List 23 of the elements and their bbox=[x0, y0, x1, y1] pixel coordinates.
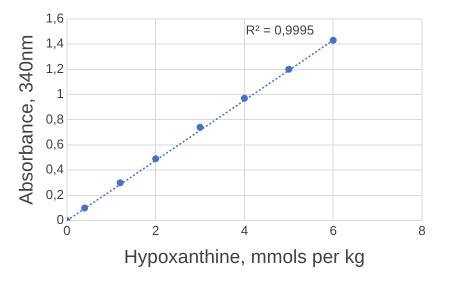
y-tick-label: 0,6 bbox=[46, 136, 64, 152]
x-tick-label: 6 bbox=[330, 222, 337, 238]
y-tick-label: 0,8 bbox=[46, 111, 64, 126]
point bbox=[81, 204, 88, 212]
point bbox=[196, 124, 204, 131]
y-tick-label: 1,2 bbox=[46, 60, 64, 76]
y-tick-label: 0,2 bbox=[46, 186, 64, 202]
annotation: R² = 0,9995 bbox=[246, 22, 314, 38]
y-tick-label: 0 bbox=[56, 212, 64, 228]
x-tick-label: 8 bbox=[418, 222, 426, 238]
point bbox=[152, 155, 160, 162]
x-tick-label: 4 bbox=[240, 222, 248, 238]
y-tick-label: 1 bbox=[56, 86, 64, 102]
point bbox=[285, 66, 292, 73]
y-tick-label: 1,4 bbox=[46, 36, 64, 51]
point bbox=[116, 179, 124, 186]
y-axis-title: Absorbance, 340nm bbox=[16, 34, 38, 205]
y-tick-label: 0,4 bbox=[46, 162, 64, 177]
x-axis-title: Hypoxanthine, mmols per kg bbox=[124, 246, 365, 268]
x-tick-label: 2 bbox=[152, 222, 160, 238]
y-tick-label: 1,6 bbox=[46, 10, 64, 26]
point bbox=[240, 94, 248, 102]
point bbox=[330, 36, 337, 44]
